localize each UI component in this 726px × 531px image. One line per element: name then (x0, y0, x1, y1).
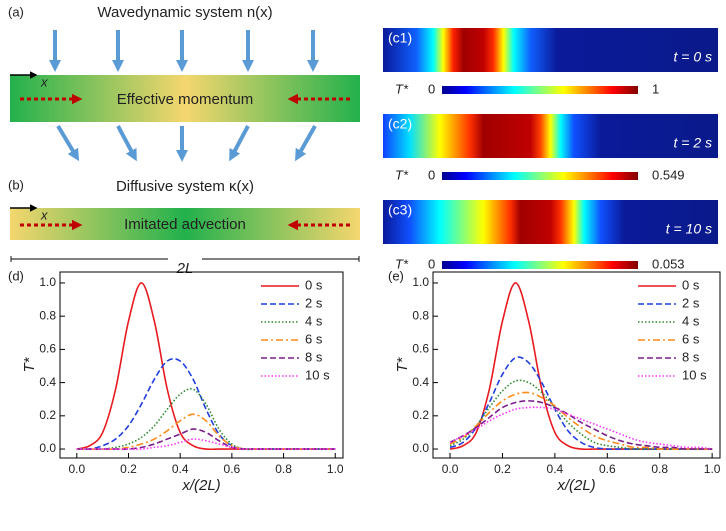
series-line (76, 438, 336, 450)
colorbar-label: T* (395, 81, 409, 96)
panel-label: (c1) (388, 30, 412, 46)
colorbar-label: T* (395, 167, 409, 182)
x-tick-label: 0.8 (651, 462, 668, 476)
series-line (449, 391, 713, 450)
x-axis-title: x/(2L) (181, 477, 220, 494)
axis-label: x (40, 207, 48, 222)
y-tick-label: 0.8 (412, 308, 429, 322)
series-line (449, 406, 713, 450)
legend-label: 2 s (305, 295, 323, 310)
heatmap (383, 28, 718, 72)
label-bg (168, 252, 202, 266)
legend-label: 8 s (682, 349, 700, 364)
wave-medium (10, 75, 360, 122)
panel-label: (e) (388, 268, 404, 283)
panel-label: (a) (8, 4, 24, 19)
incoming-arrows (49, 30, 319, 72)
x-tick-label: 0.2 (120, 462, 137, 476)
medium-label: Imitated advection (124, 216, 246, 233)
colorbar-max: 0.549 (652, 167, 685, 182)
panel-label: (d) (8, 268, 24, 283)
y-tick-label: 1.0 (39, 275, 56, 289)
series-line (76, 357, 336, 451)
heatmap-3: (c3) t = 10 s T* 0 0.053 (383, 200, 718, 271)
series-line (449, 282, 713, 451)
legend-label: 8 s (305, 349, 323, 364)
y-tick-label: 0.6 (412, 342, 429, 356)
legend-label: 4 s (682, 313, 700, 328)
panel-title: Diffusive system κ(x) (116, 178, 254, 195)
colorbar-min: 0 (428, 256, 435, 271)
colorbar-min: 0 (428, 167, 435, 182)
y-tick-label: 0.0 (412, 441, 429, 455)
legend-label: 6 s (305, 331, 323, 346)
x-tick-label: 1.0 (704, 462, 721, 476)
panel-label: (c2) (388, 116, 412, 132)
legend-label: 4 s (305, 313, 323, 328)
plot-frame (59, 271, 344, 459)
time-label: t = 0 s (673, 49, 712, 65)
y-tick-label: 0.8 (39, 308, 56, 322)
outgoing-arrows (56, 124, 317, 162)
legend-label: 0 s (305, 277, 323, 292)
colorbar-label: T* (395, 256, 409, 271)
legend-label: 0 s (682, 277, 700, 292)
x-tick-label: 0.0 (68, 462, 85, 476)
x-tick-label: 0.2 (494, 462, 511, 476)
series-line (449, 400, 713, 450)
x-axis-title: x/(2L) (556, 477, 595, 494)
plot-area (449, 282, 713, 451)
x-tick-label: 0.4 (547, 462, 564, 476)
plot-frame (432, 271, 721, 459)
x-tick-label: 0.6 (224, 462, 241, 476)
colorbar-max: 0.053 (652, 256, 685, 271)
x-tick-label: 0.6 (599, 462, 616, 476)
y-tick-label: 0.2 (412, 408, 429, 422)
y-axis-title: T* (21, 356, 38, 372)
plot-area (76, 282, 336, 451)
time-label: t = 10 s (666, 221, 712, 237)
axis-label: x (40, 74, 48, 89)
legend-label: 6 s (682, 331, 700, 346)
x-tick-label: 0.4 (172, 462, 189, 476)
length-label: 2L (176, 260, 194, 277)
y-tick-label: 0.0 (39, 441, 56, 455)
y-tick-label: 0.4 (412, 375, 429, 389)
y-tick-label: 1.0 (412, 275, 429, 289)
colorbar-min: 0 (428, 81, 435, 96)
series-line (76, 282, 336, 451)
colorbar (442, 172, 638, 180)
legend-label: 10 s (682, 367, 707, 382)
legend-label: 2 s (682, 295, 700, 310)
medium-label: Effective momentum (117, 91, 253, 108)
heatmap-2: (c2) t = 2 s T* 0 0.549 (383, 114, 718, 182)
colorbar-max: 1 (652, 81, 659, 96)
legend-label: 10 s (305, 367, 330, 382)
series-line (76, 388, 336, 451)
series-line (449, 356, 713, 450)
colorbar (442, 261, 638, 269)
panel-title: Wavedynamic system n(x) (97, 4, 272, 21)
y-axis-title: T* (394, 356, 411, 372)
diffusive-medium (10, 208, 360, 240)
x-tick-label: 1.0 (327, 462, 344, 476)
x-tick-label: 0.8 (275, 462, 292, 476)
colorbar (442, 86, 638, 94)
y-tick-label: 0.6 (39, 342, 56, 356)
heatmap (383, 114, 718, 158)
heatmap (383, 200, 718, 244)
panel-label: (b) (8, 177, 24, 192)
series-line (76, 413, 336, 451)
panel-label: (c3) (388, 202, 412, 218)
y-tick-label: 0.2 (39, 408, 56, 422)
time-label: t = 2 s (673, 135, 712, 151)
heatmap-1: (c1) t = 0 s T* 0 1 (383, 28, 718, 96)
y-tick-label: 0.4 (39, 375, 56, 389)
x-tick-label: 0.0 (442, 462, 459, 476)
